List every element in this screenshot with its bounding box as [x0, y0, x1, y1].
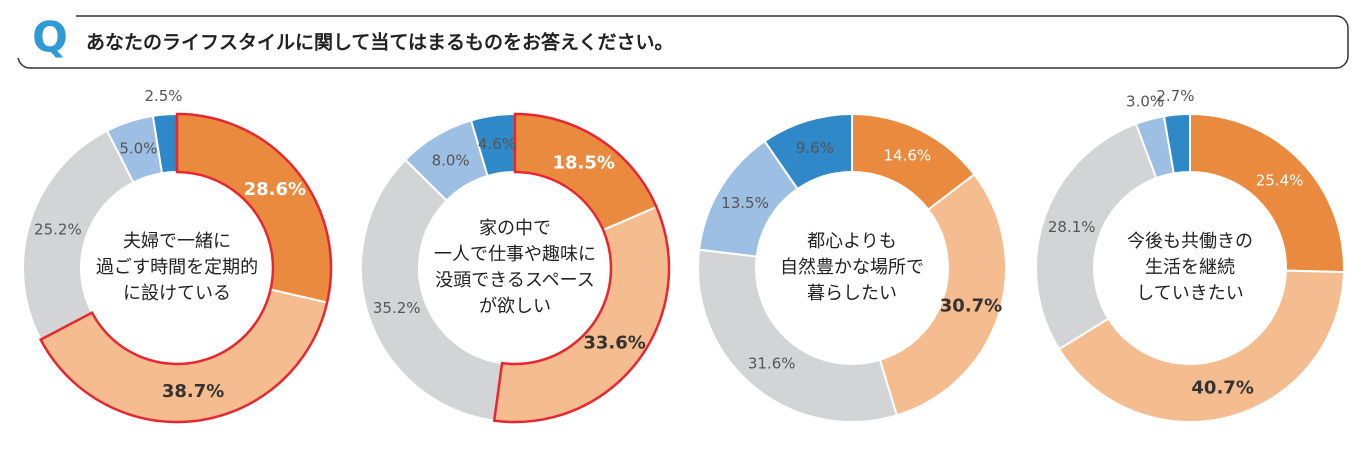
highlight-outline — [38, 112, 333, 424]
value-label: 40.7% — [1191, 378, 1253, 399]
value-label: 33.6% — [583, 333, 645, 354]
value-label: 35.2% — [373, 299, 421, 317]
value-label: 2.7% — [1156, 87, 1194, 105]
center-text: 今後も共働きの — [1127, 231, 1253, 252]
value-label: 9.6% — [796, 139, 834, 157]
center-text: 生活を継続 — [1145, 257, 1235, 278]
value-label: 13.5% — [721, 194, 769, 212]
center-text: 過ごす時間を定期的 — [96, 257, 258, 278]
donut-segment — [763, 112, 853, 191]
value-label: 38.7% — [162, 381, 224, 402]
value-label: 2.5% — [144, 87, 182, 105]
center-text: 一人で仕事や趣味に — [434, 244, 596, 265]
donut-segment — [1035, 122, 1158, 351]
donut-segment — [22, 129, 135, 341]
value-label: 3.0% — [1126, 92, 1164, 110]
value-label: 25.2% — [34, 221, 82, 239]
donut-segment — [1189, 112, 1345, 274]
donut-segment — [878, 172, 1007, 417]
donut-segment — [697, 248, 899, 423]
question-marker: Q — [32, 13, 68, 62]
value-label: 4.6% — [478, 135, 516, 153]
center-text: が欲しい — [479, 296, 551, 317]
center-text: に設けている — [123, 283, 231, 304]
center-text: 自然豊かな場所で — [780, 257, 924, 278]
center-text: 暮らしたい — [807, 283, 897, 304]
center-text: 没頭できるスペース — [435, 270, 594, 291]
highlight-outline — [492, 112, 671, 424]
donut-segment — [360, 158, 504, 422]
marker-bg — [14, 8, 76, 58]
header-title: あなたのライフスタイルに関して当てはまるものをお答えください。 — [86, 31, 673, 54]
value-label: 8.0% — [432, 151, 470, 169]
value-label: 14.6% — [884, 146, 932, 164]
value-label: 30.7% — [940, 295, 1002, 316]
center-text: 夫婦で一緒に — [123, 231, 231, 252]
value-label: 28.1% — [1048, 218, 1096, 236]
value-label: 31.6% — [748, 354, 796, 372]
value-label: 5.0% — [119, 140, 157, 158]
value-label: 28.6% — [244, 179, 306, 200]
center-text: 都心よりも — [807, 231, 897, 252]
value-label: 18.5% — [552, 153, 614, 174]
donut-segment — [1162, 112, 1191, 175]
center-text: していきたい — [1136, 283, 1243, 304]
donut-segment — [1057, 269, 1345, 423]
center-text: 家の中で — [479, 218, 551, 239]
value-label: 25.4% — [1256, 171, 1304, 189]
